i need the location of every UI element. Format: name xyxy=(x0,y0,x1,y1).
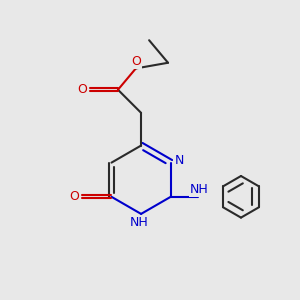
Text: O: O xyxy=(69,190,79,203)
Text: O: O xyxy=(131,55,141,68)
Text: O: O xyxy=(77,82,87,96)
Text: N: N xyxy=(174,154,184,167)
Text: NH: NH xyxy=(190,183,208,196)
Text: NH: NH xyxy=(130,216,149,229)
